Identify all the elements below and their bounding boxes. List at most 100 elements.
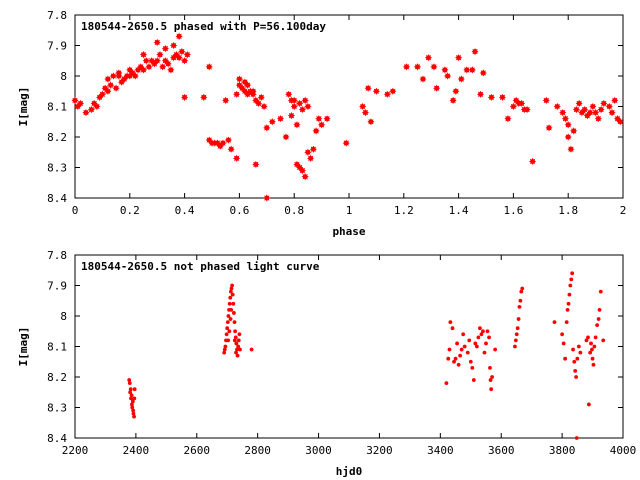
x-tick-label: 1 [346, 204, 353, 217]
data-point [570, 271, 575, 276]
data-point [468, 359, 473, 364]
data-point [234, 350, 238, 355]
y-tick-label: 8.1 [47, 341, 67, 354]
data-point [591, 362, 596, 367]
y-axis-label: I[mag] [17, 87, 30, 127]
data-point [323, 115, 331, 123]
data-point [293, 121, 301, 129]
data-point [82, 109, 90, 117]
data-point [590, 347, 594, 352]
data-point [233, 154, 241, 162]
unphased-chart: 2200 2400 2600 2800 3000 3200 3400 3600 3800 4000… [17, 249, 636, 478]
data-point [471, 378, 476, 382]
data-point [230, 283, 234, 288]
data-point [565, 308, 570, 312]
data-point [268, 118, 276, 126]
data-point [450, 326, 455, 331]
data-point [263, 194, 271, 202]
data-point [318, 121, 326, 129]
data-point [76, 99, 85, 108]
data-point [488, 378, 493, 382]
data-point [519, 289, 524, 294]
data-point [228, 317, 233, 321]
data-point [226, 314, 231, 318]
data-point [130, 399, 135, 404]
x-tick-label: 1.8 [558, 204, 578, 217]
data-point [560, 332, 565, 337]
x-tick-label: 3400 [427, 444, 454, 457]
data-point [596, 317, 601, 321]
data-point [553, 102, 561, 111]
data-point [367, 118, 375, 126]
data-point [576, 344, 581, 349]
data-point [107, 81, 115, 89]
data-point [287, 112, 296, 120]
data-point [156, 51, 164, 59]
chart-title: 180544-2650.5 not phased light curve [81, 260, 320, 273]
data-point [564, 133, 572, 141]
data-point [263, 124, 271, 132]
data-point [552, 320, 557, 324]
x-tick-label: 0.4 [175, 204, 195, 217]
data-point [167, 66, 175, 74]
data-point [254, 99, 263, 108]
data-point [145, 63, 153, 71]
data-point [484, 341, 488, 346]
data-point [453, 356, 458, 361]
data-point [517, 304, 522, 309]
x-tick-label: 2800 [244, 444, 271, 457]
data-point [459, 347, 464, 352]
data-point [222, 96, 230, 104]
data-point [586, 109, 594, 117]
data-point [516, 317, 521, 321]
data-point [520, 286, 525, 291]
data-point [200, 93, 208, 101]
data-point [570, 127, 578, 135]
data-point [129, 396, 133, 401]
data-point [572, 359, 577, 364]
data-point [461, 332, 466, 337]
phased-chart: 0 0.2 0.4 0.6 0.8 1 1.2 1.4 1.6 1.8 2 7.8 7.9 8 8.1 8.2… [17, 9, 626, 238]
data-point [498, 93, 507, 101]
data-point [473, 341, 478, 346]
data-point [234, 341, 239, 346]
data-point [430, 63, 438, 71]
data-point [301, 96, 309, 104]
data-point [528, 157, 537, 165]
data-point [467, 338, 472, 343]
y-tick-label: 7.8 [47, 9, 67, 22]
data-point [236, 344, 241, 349]
data-point [71, 96, 79, 104]
data-point [361, 109, 370, 117]
data-point [468, 66, 476, 74]
x-tick-label: 4000 [610, 444, 637, 457]
data-point [129, 393, 134, 398]
data-point [236, 338, 241, 343]
data-point [569, 277, 574, 282]
data-point [109, 72, 117, 80]
data-point [312, 127, 320, 135]
data-point [115, 69, 123, 77]
data-point [298, 166, 307, 175]
data-point [227, 301, 232, 306]
y-tick-label: 8.2 [47, 131, 67, 144]
data-point [87, 105, 96, 114]
data-point [233, 335, 238, 340]
data-point [513, 338, 518, 343]
data-point [231, 301, 236, 306]
data-point [545, 124, 553, 132]
data-point [590, 356, 595, 361]
data-point [561, 341, 566, 346]
data-point [227, 145, 235, 153]
data-point [448, 320, 453, 324]
data-point [175, 54, 183, 62]
data-point [227, 329, 232, 334]
y-tick-label: 8.2 [47, 371, 67, 384]
x-axis-label: hjd0 [336, 465, 363, 478]
data-point [597, 308, 602, 312]
data-point [244, 81, 252, 89]
data-point [452, 87, 460, 95]
data-point [249, 347, 254, 352]
data-point [444, 381, 449, 385]
data-point [233, 90, 241, 98]
